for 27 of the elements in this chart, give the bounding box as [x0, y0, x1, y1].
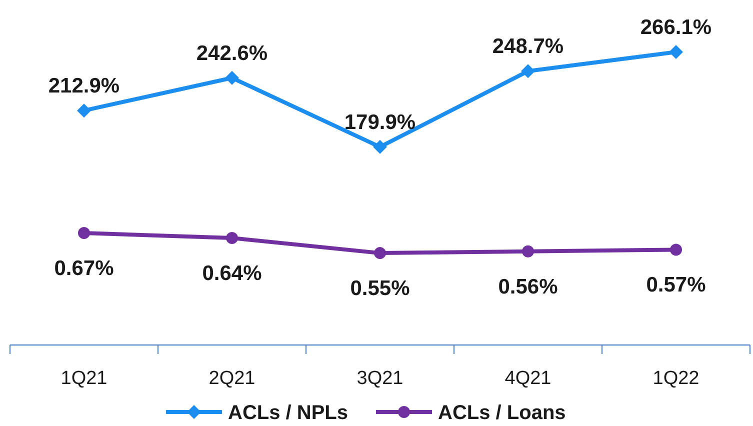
x-tick-label: 1Q21 — [60, 368, 108, 389]
x-tick-label: 2Q21 — [208, 368, 256, 389]
x-tick-label: 1Q22 — [652, 368, 700, 389]
x-tick-label: 3Q21 — [356, 368, 404, 389]
data-label: 248.7% — [492, 35, 564, 58]
data-label: 0.64% — [202, 262, 262, 286]
x-tick-label: 4Q21 — [504, 368, 552, 389]
point — [670, 244, 682, 256]
data-label: 242.6% — [196, 42, 268, 65]
data-label: 212.9% — [48, 74, 120, 98]
point — [77, 104, 91, 118]
point — [225, 70, 239, 85]
point — [521, 64, 535, 78]
data-label: 266.1% — [640, 16, 712, 39]
data-label: 0.56% — [498, 275, 558, 298]
point — [522, 245, 534, 258]
data-label: 0.67% — [54, 257, 114, 280]
point — [226, 232, 238, 244]
data-label: 0.55% — [350, 277, 410, 300]
point — [374, 247, 386, 260]
point — [373, 140, 387, 154]
point — [78, 227, 90, 239]
data-label: 179.9% — [344, 110, 416, 134]
data-label: 0.57% — [646, 274, 706, 297]
point — [669, 45, 683, 59]
legend-label: ACLs / Loans — [438, 402, 566, 424]
legend-label: ACLs / NPLs — [228, 402, 348, 424]
